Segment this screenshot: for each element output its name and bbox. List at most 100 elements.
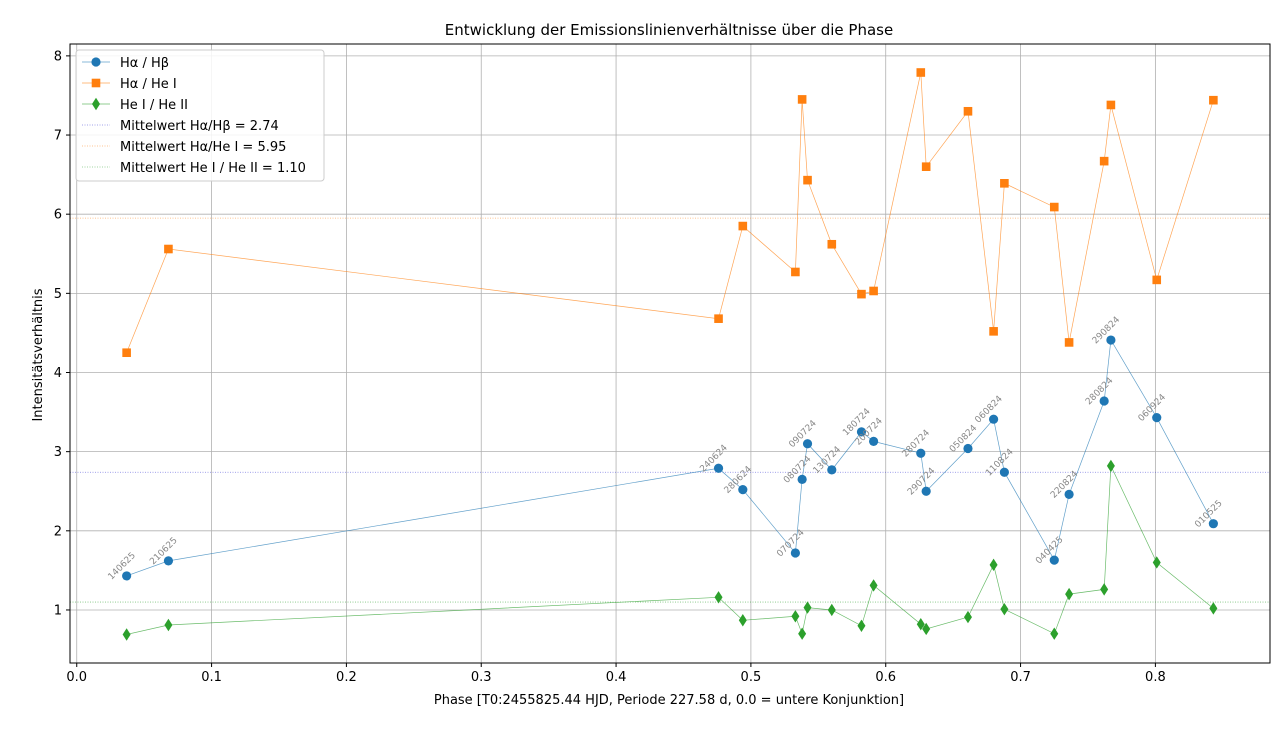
y-tick-label: 2	[54, 524, 62, 539]
data-point	[1049, 202, 1059, 212]
series-square	[122, 68, 1218, 358]
data-point	[714, 591, 723, 604]
point-label: 040425	[1034, 535, 1065, 566]
legend-box	[75, 49, 325, 182]
data-point	[163, 556, 174, 566]
data-point	[989, 327, 998, 336]
x-tick-label: 0.6	[875, 670, 896, 685]
x-tick-label: 0.3	[471, 670, 492, 685]
data-point	[916, 618, 925, 631]
data-point	[91, 78, 101, 88]
legend-entry: Mittelwert Hα/Hβ = 2.74	[82, 119, 279, 134]
x-tick-label: 0.0	[66, 670, 87, 685]
data-point	[1050, 627, 1059, 640]
data-point	[1064, 338, 1074, 347]
y-tick-label: 1	[54, 603, 62, 618]
data-point	[989, 558, 998, 572]
y-tick-label: 6	[54, 208, 62, 223]
data-point	[916, 68, 926, 77]
legend-label: Mittelwert He I / He II = 1.10	[120, 161, 306, 176]
x-tick-label: 0.4	[606, 670, 627, 685]
data-point	[713, 463, 724, 473]
legend-label: Mittelwert Hα/He I = 5.95	[120, 140, 286, 155]
data-point	[1152, 413, 1162, 423]
x-axis-label: Phase [T0:2455825.44 HJD, Periode 227.58…	[434, 693, 904, 708]
data-point	[714, 314, 723, 323]
data-point	[798, 627, 807, 640]
data-point	[868, 436, 879, 446]
data-point	[791, 610, 800, 623]
data-point	[1106, 335, 1116, 345]
axis-ticks: 0.0 0.1 0.2 0.3 0.4 0.5 0.6 0.7 0.8 1 2 3 4 5 6 7 8	[54, 49, 1166, 685]
mean-lines	[70, 217, 1270, 603]
data-point	[857, 619, 866, 632]
data-point	[1099, 156, 1109, 166]
data-point	[1000, 179, 1009, 188]
x-tick-label: 0.5	[741, 670, 762, 685]
data-point	[999, 467, 1009, 477]
legend-entry: Hα / He I	[82, 77, 177, 92]
data-point	[803, 175, 812, 185]
point-labels: 140625 2106252406242806240707240807240907…	[107, 315, 1225, 582]
data-point	[827, 465, 837, 475]
data-point	[857, 289, 866, 299]
data-point	[164, 618, 173, 632]
data-point	[827, 603, 836, 617]
x-tick-label: 0.1	[201, 670, 222, 685]
data-point	[91, 57, 101, 67]
data-point	[1152, 556, 1161, 569]
data-point	[856, 427, 867, 437]
data-point	[1049, 555, 1059, 565]
legend: Hα / Hβ Hα / He I He I / He II Mittelwert H…	[75, 49, 325, 182]
data-point	[738, 614, 747, 627]
data-point	[122, 628, 131, 641]
x-tick-label: 0.2	[336, 670, 357, 685]
data-point	[164, 244, 173, 254]
legend-entry: He I / He II	[82, 97, 188, 113]
legend-entry: Mittelwert He I / He II = 1.10	[82, 161, 306, 176]
y-axis-label: Intensitätsverhältnis	[31, 288, 46, 421]
y-tick-label: 4	[54, 366, 62, 381]
data-point	[916, 448, 926, 458]
data-point	[803, 601, 812, 614]
data-point	[738, 221, 748, 231]
y-tick-label: 8	[54, 49, 62, 64]
data-point	[869, 579, 878, 592]
series-diamond	[122, 459, 1218, 641]
data-point	[1064, 489, 1074, 499]
data-point	[827, 239, 837, 249]
x-tick-label: 0.8	[1145, 670, 1166, 685]
y-tick-label: 5	[54, 287, 62, 302]
data-point	[1106, 459, 1115, 473]
data-point	[122, 348, 131, 358]
legend-label: Hα / He I	[120, 77, 177, 92]
plot-frame	[69, 43, 1271, 664]
y-tick-label: 7	[54, 129, 62, 144]
legend-label: Mittelwert Hα/Hβ = 2.74	[120, 119, 279, 134]
data-point	[738, 485, 748, 495]
data-point	[1106, 100, 1116, 110]
legend-label: He I / He II	[120, 98, 188, 113]
series-line	[126, 338, 1214, 577]
data-point	[1000, 602, 1009, 616]
point-label: 010525	[1193, 499, 1224, 530]
data-point	[869, 286, 878, 296]
data-point	[802, 439, 813, 449]
data-point	[921, 486, 931, 496]
data-point	[963, 610, 972, 624]
data-point	[921, 162, 931, 171]
legend-label: Hα / Hβ	[120, 56, 169, 71]
data-point	[791, 267, 800, 277]
series-layer	[122, 68, 1218, 641]
data-point	[797, 95, 807, 104]
legend-entry: Mittelwert Hα/He I = 5.95	[82, 140, 286, 155]
data-point	[797, 474, 807, 484]
data-point	[963, 106, 973, 116]
data-point	[1152, 275, 1162, 285]
y-tick-label: 3	[54, 445, 62, 460]
data-point	[922, 622, 931, 636]
data-point	[988, 414, 999, 424]
point-label: 140625	[107, 551, 138, 582]
grid	[70, 44, 1270, 663]
